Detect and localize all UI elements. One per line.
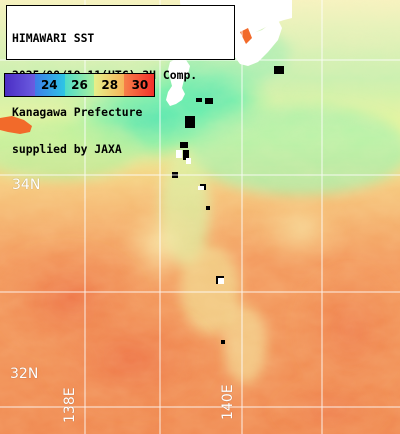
info-source: supplied by JAXA <box>12 142 122 157</box>
legend-segment <box>5 74 35 96</box>
legend-segment <box>34 74 65 96</box>
clouds <box>176 150 224 284</box>
izu-peninsula <box>166 58 190 106</box>
latitude-label-34n: 34N <box>12 177 41 193</box>
longitude-label-138e: 138E <box>62 387 78 423</box>
legend-segment <box>94 74 125 96</box>
info-title: HIMAWARI SST <box>12 30 95 45</box>
color-legend <box>4 73 155 97</box>
legend-segment <box>124 74 154 96</box>
longitude-label-140e: 140E <box>220 384 236 420</box>
chiba-east <box>240 28 252 44</box>
latitude-label-32n: 32N <box>10 366 39 382</box>
info-box: HIMAWARI SST 2025/08/19 11(UTC) 3H Comp.… <box>6 5 235 156</box>
legend-segment <box>64 74 95 96</box>
west-shore <box>0 116 32 134</box>
info-region: Kanagawa Prefecture <box>12 105 143 120</box>
boso-peninsula <box>232 20 282 66</box>
